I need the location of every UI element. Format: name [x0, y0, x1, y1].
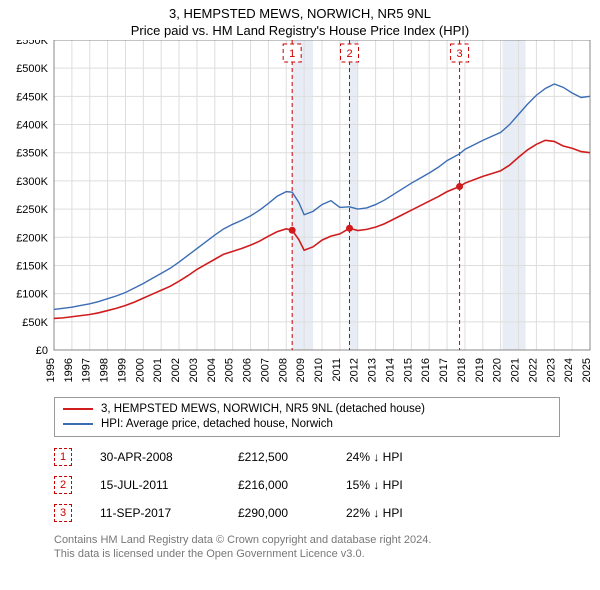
legend-label: 3, HEMPSTED MEWS, NORWICH, NR5 9NL (deta…: [101, 402, 425, 417]
sale-marker: [346, 225, 353, 232]
sale-price: £290,000: [238, 506, 318, 520]
legend-swatch: [63, 408, 93, 410]
x-axis-label: 2022: [527, 358, 539, 382]
sale-index-box: 2: [54, 476, 72, 494]
title-line-2: Price paid vs. HM Land Registry's House …: [0, 23, 600, 38]
sale-date: 15-JUL-2011: [100, 478, 210, 492]
y-axis-label: £100K: [16, 289, 48, 301]
sale-hpi-delta: 15% ↓ HPI: [346, 478, 436, 492]
sale-row: 1 30-APR-2008 £212,500 24% ↓ HPI: [54, 443, 560, 471]
recession-band: [349, 40, 358, 350]
legend-row: HPI: Average price, detached house, Norw…: [63, 417, 551, 432]
x-axis-label: 1998: [99, 358, 111, 382]
chart-title-block: 3, HEMPSTED MEWS, NORWICH, NR5 9NL Price…: [0, 0, 600, 40]
x-axis-label: 2009: [295, 358, 307, 382]
x-axis-label: 2004: [206, 358, 218, 382]
event-marker-label: 1: [289, 48, 295, 60]
x-axis-label: 2001: [152, 358, 164, 382]
recession-band: [502, 40, 525, 350]
attribution: Contains HM Land Registry data © Crown c…: [0, 529, 600, 568]
sale-row: 3 11-SEP-2017 £290,000 22% ↓ HPI: [54, 499, 560, 527]
legend-swatch: [63, 423, 93, 425]
x-axis-label: 2012: [349, 358, 361, 382]
sale-index-box: 1: [54, 448, 72, 466]
x-axis-label: 2020: [492, 358, 504, 382]
x-axis-label: 2010: [313, 358, 325, 382]
y-axis-label: £250K: [16, 204, 48, 216]
x-axis-label: 2014: [384, 358, 396, 382]
y-axis-label: £550K: [16, 40, 48, 47]
x-axis-label: 2007: [259, 358, 271, 382]
x-axis-label: 2006: [242, 358, 254, 382]
x-axis-label: 2021: [510, 358, 522, 382]
x-axis-label: 2005: [224, 358, 236, 382]
x-axis-label: 1997: [81, 358, 93, 382]
x-axis-label: 2003: [188, 358, 200, 382]
x-axis-label: 2023: [545, 358, 557, 382]
sale-marker: [289, 227, 296, 234]
sale-marker: [456, 183, 463, 190]
x-axis-label: 2015: [402, 358, 414, 382]
sale-date: 30-APR-2008: [100, 450, 210, 464]
x-axis-label: 2024: [563, 358, 575, 382]
x-axis-label: 1996: [63, 358, 75, 382]
y-axis-label: £200K: [16, 232, 48, 244]
sales-table: 1 30-APR-2008 £212,500 24% ↓ HPI 2 15-JUL-201…: [0, 439, 600, 529]
recession-band: [292, 40, 313, 350]
sale-hpi-delta: 22% ↓ HPI: [346, 506, 436, 520]
y-axis-label: £0: [36, 345, 48, 357]
y-axis-label: £300K: [16, 176, 48, 188]
sale-row: 2 15-JUL-2011 £216,000 15% ↓ HPI: [54, 471, 560, 499]
title-line-1: 3, HEMPSTED MEWS, NORWICH, NR5 9NL: [0, 6, 600, 21]
x-axis-label: 2013: [367, 358, 379, 382]
sale-index-box: 3: [54, 504, 72, 522]
x-axis-label: 2002: [170, 358, 182, 382]
y-axis-label: £450K: [16, 91, 48, 103]
attribution-line-2: This data is licensed under the Open Gov…: [54, 547, 560, 561]
y-axis-label: £500K: [16, 63, 48, 75]
event-marker-label: 2: [346, 48, 352, 60]
sale-date: 11-SEP-2017: [100, 506, 210, 520]
y-axis-label: £50K: [22, 317, 48, 329]
x-axis-label: 1995: [45, 358, 57, 382]
chart-area: £0 £50K £100K £150K £200K £250K £300K £350K £400…: [0, 40, 600, 393]
legend: 3, HEMPSTED MEWS, NORWICH, NR5 9NL (deta…: [0, 393, 600, 439]
x-axis-label: 2008: [277, 358, 289, 382]
y-axis-label: £350K: [16, 148, 48, 160]
x-axis-label: 2000: [134, 358, 146, 382]
x-axis-label: 2025: [581, 358, 593, 382]
x-axis-label: 2016: [420, 358, 432, 382]
sale-price: £212,500: [238, 450, 318, 464]
x-axis-label: 2018: [456, 358, 468, 382]
y-axis-label: £400K: [16, 120, 48, 132]
x-axis-label: 2017: [438, 358, 450, 382]
y-axis-label: £150K: [16, 260, 48, 272]
legend-label: HPI: Average price, detached house, Norw…: [101, 417, 333, 432]
event-marker-label: 3: [457, 48, 463, 60]
sale-hpi-delta: 24% ↓ HPI: [346, 450, 436, 464]
price-chart-svg: £0 £50K £100K £150K £200K £250K £300K £350K £400…: [0, 40, 600, 390]
x-axis-label: 1999: [116, 358, 128, 382]
x-axis-label: 2011: [331, 358, 343, 382]
attribution-line-1: Contains HM Land Registry data © Crown c…: [54, 533, 560, 547]
sale-price: £216,000: [238, 478, 318, 492]
legend-row: 3, HEMPSTED MEWS, NORWICH, NR5 9NL (deta…: [63, 402, 551, 417]
x-axis-label: 2019: [474, 358, 486, 382]
